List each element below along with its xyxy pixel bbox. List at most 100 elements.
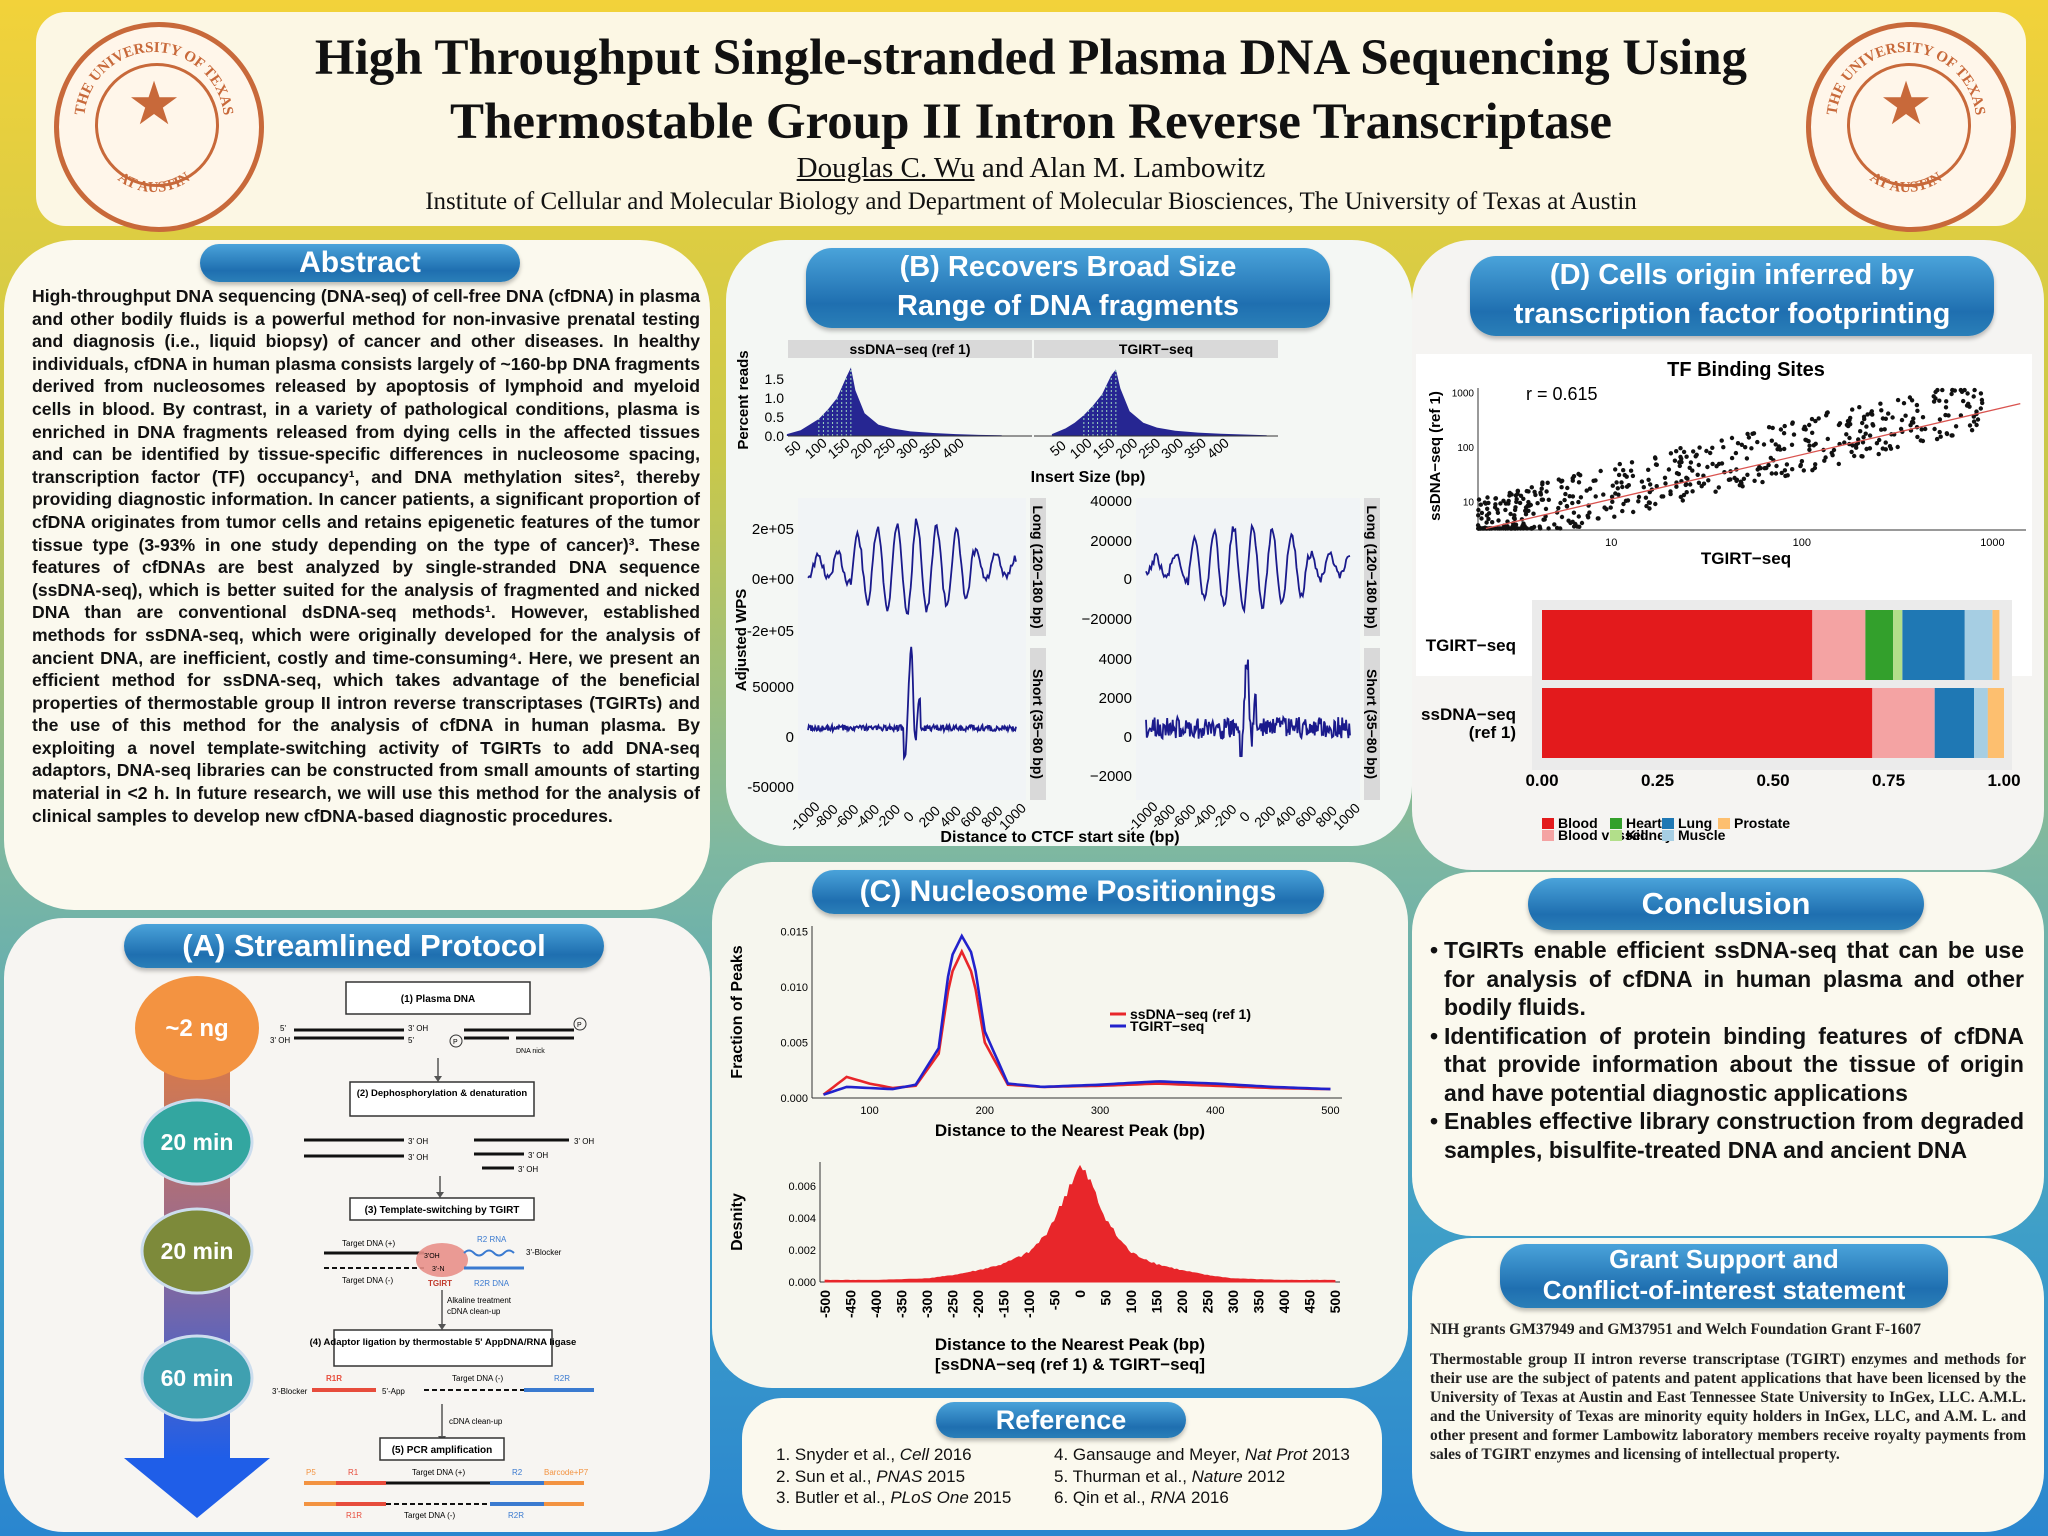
scatter-point xyxy=(1479,516,1484,521)
panelD-title-line1: (D) Cells origin inferred by xyxy=(1549,259,1915,291)
x-tick-label: 500 xyxy=(1327,1290,1343,1314)
scatter-point xyxy=(1668,451,1674,456)
reference-item: 1. Snyder et al., Cell 2016 xyxy=(776,1445,972,1464)
scatter-point xyxy=(1858,429,1863,434)
scatter-point xyxy=(1620,508,1625,514)
y-tick-label: 0.006 xyxy=(788,1181,816,1193)
scatter-point xyxy=(1952,388,1957,393)
svg-text:THE UNIVERSITY OF TEXAS: THE UNIVERSITY OF TEXAS xyxy=(1824,40,1987,116)
y-tick-label: 0.015 xyxy=(780,927,808,939)
scatter-point xyxy=(1949,391,1954,397)
scatter-point xyxy=(1745,472,1750,477)
panelB-chart: ssDNA−seq (ref 1) TGIRT−seq50100150200250… xyxy=(733,340,1380,846)
scatter-point xyxy=(1756,472,1762,477)
scatter-point xyxy=(1750,431,1755,436)
scatter-point xyxy=(1584,488,1589,493)
scatter-point xyxy=(1613,491,1618,496)
x-tick-label: 0 xyxy=(1072,1290,1088,1298)
x-axis-label: [ssDNA−seq (ref 1) & TGIRT−seq] xyxy=(935,1355,1205,1374)
scatter-point xyxy=(1810,430,1815,435)
flow-arrow-head-icon xyxy=(438,1324,446,1330)
scatter-point xyxy=(1641,485,1646,490)
scatter-point xyxy=(1978,391,1984,396)
y-tick-label: 0 xyxy=(786,729,794,746)
scatter-point xyxy=(1668,491,1673,497)
scatter-point xyxy=(1613,467,1618,472)
scatter-point xyxy=(1965,391,1970,396)
scatter-point xyxy=(1610,499,1615,504)
stacked-bar-segment xyxy=(1964,610,1993,680)
scatter-point xyxy=(1849,449,1854,455)
legend-swatch xyxy=(1542,818,1554,829)
x-tick-label: 200 xyxy=(976,1105,994,1117)
scatter-point xyxy=(1871,423,1876,428)
correlation-label: r = 0.615 xyxy=(1526,384,1598,404)
scatter-point xyxy=(1908,423,1913,428)
scatter-point xyxy=(1688,460,1694,465)
strip-label: Long (120−180 bp) xyxy=(1030,505,1046,628)
scatter-point xyxy=(1628,468,1634,473)
ut-seal-left: ★ THE UNIVERSITY OF TEXAS AT AUSTIN xyxy=(54,22,264,232)
scatter-point xyxy=(1746,435,1752,440)
scatter-point xyxy=(1544,489,1549,494)
x-tick-label: 1000 xyxy=(1330,800,1363,833)
panelB-title-line2: Range of DNA fragments xyxy=(896,290,1240,322)
scatter-point xyxy=(1699,484,1704,489)
scatter-point xyxy=(1546,497,1551,502)
scatter-point xyxy=(1961,398,1966,404)
scatter-point xyxy=(1972,387,1977,393)
scatter-point xyxy=(1876,451,1881,457)
scatter-point xyxy=(1571,474,1577,479)
legend-label: Blood xyxy=(1558,815,1598,831)
reference-title: Reference xyxy=(936,1402,1186,1438)
scatter-point xyxy=(1508,511,1513,517)
scatter-point xyxy=(1737,483,1742,488)
x-axis-label: Insert Size (bp) xyxy=(1031,469,1146,486)
x-tick-label: 400 xyxy=(1206,1105,1224,1117)
scatter-point xyxy=(1937,398,1942,403)
scatter-point xyxy=(1537,524,1542,529)
scatter-point xyxy=(1729,455,1735,461)
r2-rna-label: R2 RNA xyxy=(477,1235,507,1244)
svg-text:AT AUSTIN: AT AUSTIN xyxy=(1867,169,1945,196)
scatter-point xyxy=(1899,417,1905,423)
scatter-point xyxy=(1515,489,1521,494)
scatter-point xyxy=(1853,442,1859,448)
scatter-point xyxy=(1743,445,1748,450)
scatter-point xyxy=(1782,423,1787,429)
wps-short-line xyxy=(807,646,1017,761)
x-tick-label: -200 xyxy=(872,801,903,832)
scatter-point xyxy=(1769,471,1774,476)
scatter-point xyxy=(1610,483,1615,488)
scatter-point xyxy=(1919,427,1924,432)
scatter-point xyxy=(1966,401,1971,406)
target-minus-label: Target DNA (-) xyxy=(404,1511,455,1520)
scatter-point xyxy=(1944,399,1949,404)
scatter-point xyxy=(1630,473,1636,479)
scatter-point xyxy=(1643,495,1649,500)
scatter-point xyxy=(1882,427,1887,432)
scatter-point xyxy=(1931,399,1937,404)
scatter-point xyxy=(1824,410,1830,416)
scatter-point xyxy=(1476,507,1481,513)
panelB-title-line1: (B) Recovers Broad Size xyxy=(899,251,1237,283)
scatter-point xyxy=(1757,464,1762,470)
size-distribution-area xyxy=(786,367,1002,436)
y-tick-label: 1.5 xyxy=(765,371,785,387)
scatter-point xyxy=(1774,463,1779,469)
end-label: 5' xyxy=(280,1024,286,1033)
y-tick-label: 100 xyxy=(1457,443,1474,454)
y-tick-label: 40000 xyxy=(1090,493,1132,510)
scatter-point xyxy=(1822,458,1827,463)
stacked-bar-segment xyxy=(1542,688,1873,758)
scatter-point xyxy=(1842,440,1847,445)
scatter-point xyxy=(1647,506,1652,511)
scatter-point xyxy=(1576,471,1581,477)
scatter-point xyxy=(1625,498,1631,503)
scatter-point xyxy=(1620,484,1625,490)
end-label: 3' OH xyxy=(518,1165,538,1174)
scatter-point xyxy=(1766,425,1772,430)
panelD-chart: TF Binding Sites r = 0.615 10 100 1000 10 100 1… xyxy=(1416,354,2032,843)
scatter-point xyxy=(1923,426,1928,432)
